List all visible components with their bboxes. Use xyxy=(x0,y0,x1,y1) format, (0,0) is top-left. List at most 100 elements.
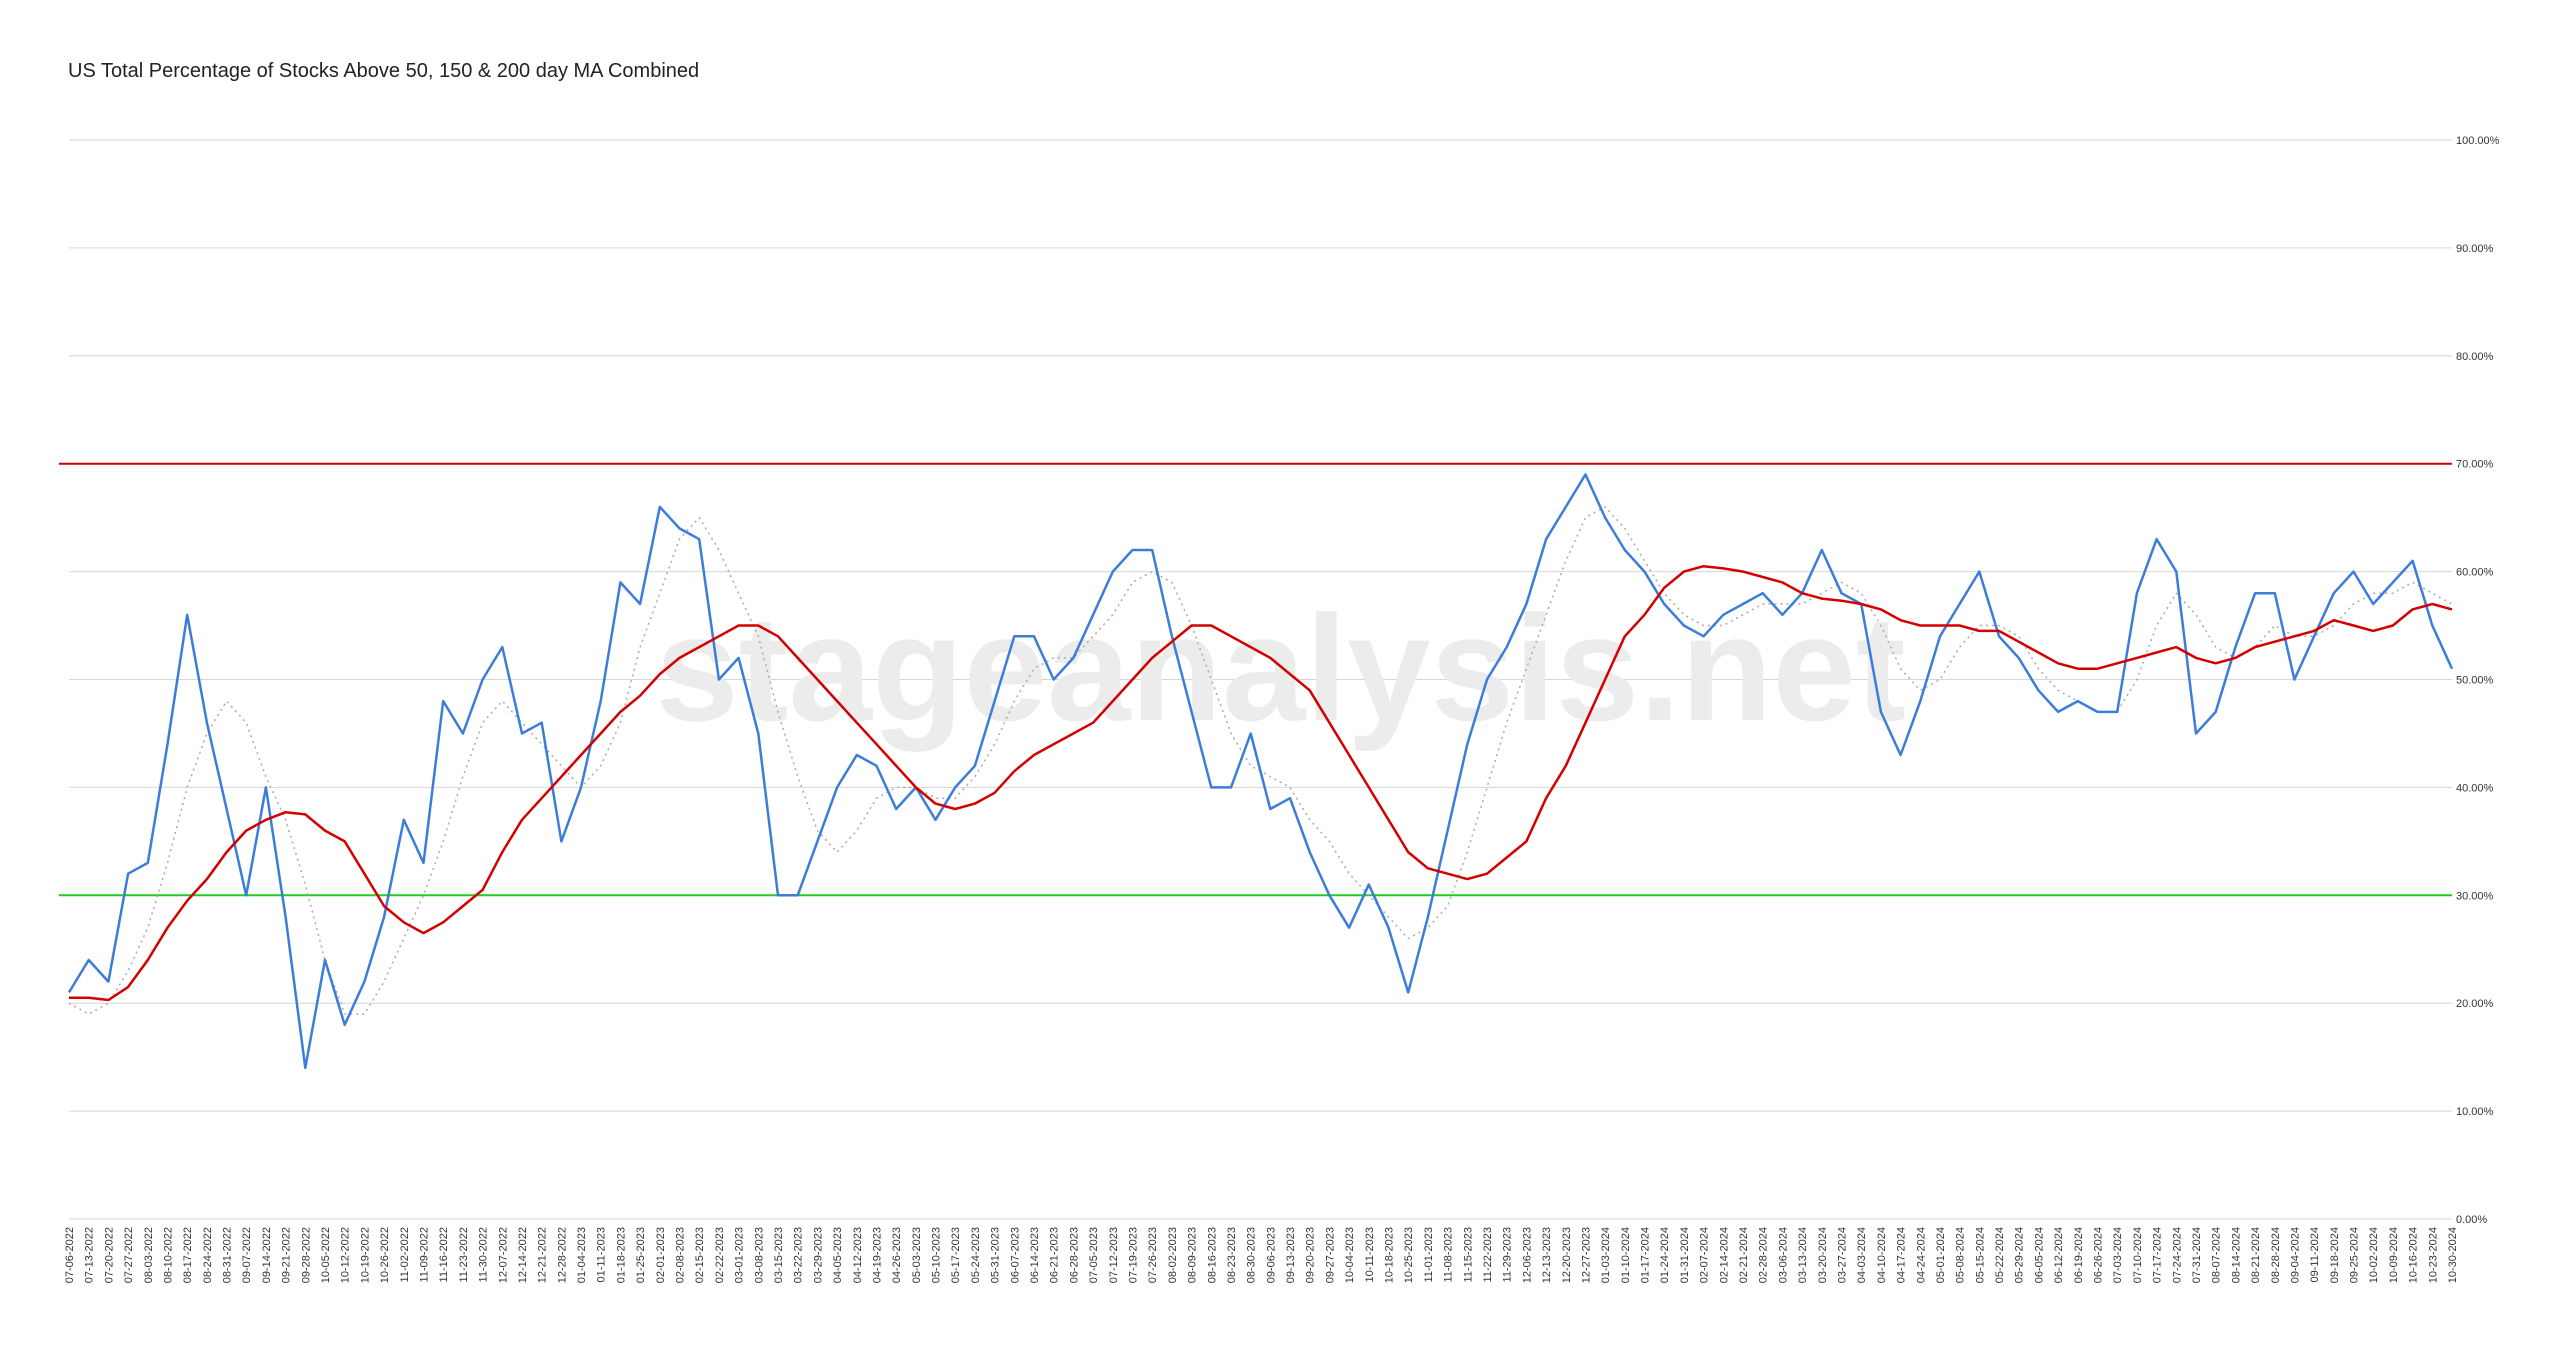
x-tick-label: 10-09-2024 xyxy=(2388,1227,2400,1283)
x-tick-label: 10-25-2023 xyxy=(1403,1227,1415,1283)
x-tick-label: 08-09-2023 xyxy=(1187,1227,1199,1283)
x-tick-label: 05-31-2023 xyxy=(990,1227,1002,1283)
series-line xyxy=(67,473,2454,1070)
x-tick-label: 02-22-2023 xyxy=(714,1227,726,1283)
x-tick-label: 05-24-2023 xyxy=(970,1227,982,1283)
x-tick-label: 12-27-2023 xyxy=(1580,1227,1592,1283)
x-tick-label: 09-06-2023 xyxy=(1265,1227,1277,1283)
x-tick-label: 01-24-2024 xyxy=(1659,1227,1671,1283)
y-tick-label: 80.00% xyxy=(2456,351,2494,363)
y-tick-label: 50.00% xyxy=(2456,675,2494,687)
x-tick-label: 08-31-2022 xyxy=(222,1227,234,1283)
x-tick-label: 09-14-2022 xyxy=(261,1227,273,1283)
x-tick-label: 03-08-2023 xyxy=(753,1227,765,1283)
x-tick-label: 08-16-2023 xyxy=(1206,1227,1218,1283)
x-tick-label: 04-17-2024 xyxy=(1896,1227,1908,1283)
x-tick-label: 11-01-2023 xyxy=(1423,1227,1435,1282)
x-tick-label: 08-02-2023 xyxy=(1167,1227,1179,1283)
x-tick-label: 07-13-2022 xyxy=(84,1227,96,1283)
x-tick-label: 09-13-2023 xyxy=(1285,1227,1297,1283)
x-tick-label: 12-14-2022 xyxy=(517,1227,529,1283)
x-tick-label: 11-09-2022 xyxy=(418,1227,430,1282)
y-tick-label: 10.00% xyxy=(2456,1106,2494,1118)
x-tick-label: 04-26-2023 xyxy=(891,1227,903,1283)
x-tick-label: 12-20-2023 xyxy=(1561,1227,1573,1283)
x-tick-label: 08-21-2024 xyxy=(2250,1227,2262,1283)
x-tick-label: 03-20-2024 xyxy=(1817,1227,1829,1283)
x-tick-label: 09-07-2022 xyxy=(241,1227,253,1283)
x-tick-label: 04-03-2024 xyxy=(1856,1227,1868,1283)
x-tick-label: 11-08-2023 xyxy=(1443,1227,1455,1282)
y-tick-label: 20.00% xyxy=(2456,998,2494,1010)
x-tick-label: 07-27-2022 xyxy=(123,1227,135,1283)
x-tick-label: 01-03-2024 xyxy=(1600,1227,1612,1283)
x-tick-label: 11-29-2023 xyxy=(1502,1227,1514,1282)
x-tick-label: 08-14-2024 xyxy=(2230,1227,2242,1283)
x-tick-label: 11-15-2023 xyxy=(1462,1227,1474,1282)
x-tick-label: 09-20-2023 xyxy=(1305,1227,1317,1283)
x-tick-label: 05-03-2023 xyxy=(911,1227,923,1283)
x-tick-label: 05-08-2024 xyxy=(1955,1227,1967,1283)
x-tick-label: 05-22-2024 xyxy=(1994,1227,2006,1283)
x-tick-label: 09-28-2022 xyxy=(300,1227,312,1283)
x-tick-label: 08-07-2024 xyxy=(2211,1227,2223,1283)
x-tick-label: 06-14-2023 xyxy=(1029,1227,1041,1283)
x-tick-label: 11-23-2022 xyxy=(458,1227,470,1282)
x-tick-label: 10-18-2023 xyxy=(1384,1227,1396,1283)
x-tick-label: 11-02-2022 xyxy=(399,1227,411,1282)
x-tick-label: 07-12-2023 xyxy=(1108,1227,1120,1283)
x-tick-label: 04-10-2024 xyxy=(1876,1227,1888,1283)
x-tick-label: 10-26-2022 xyxy=(379,1227,391,1283)
x-tick-label: 02-28-2024 xyxy=(1758,1227,1770,1283)
x-tick-label: 05-10-2023 xyxy=(931,1227,943,1283)
x-tick-label: 02-01-2023 xyxy=(655,1227,667,1283)
x-tick-label: 09-04-2024 xyxy=(2289,1227,2301,1283)
y-tick-label: 70.00% xyxy=(2456,459,2494,471)
x-tick-label: 02-14-2024 xyxy=(1718,1227,1730,1283)
series-line xyxy=(68,506,2453,1015)
x-tick-label: 07-19-2023 xyxy=(1127,1227,1139,1283)
x-tick-label: 03-29-2023 xyxy=(812,1227,824,1283)
x-tick-label: 08-24-2022 xyxy=(202,1227,214,1283)
x-tick-label: 09-27-2023 xyxy=(1324,1227,1336,1283)
x-tick-label: 12-28-2022 xyxy=(556,1227,568,1283)
x-tick-label: 08-28-2024 xyxy=(2270,1227,2282,1283)
x-tick-label: 11-22-2023 xyxy=(1482,1227,1494,1282)
x-tick-label: 12-21-2022 xyxy=(537,1227,549,1283)
x-tick-label: 10-30-2024 xyxy=(2447,1227,2459,1283)
x-tick-label: 10-02-2024 xyxy=(2368,1227,2380,1283)
x-tick-label: 08-10-2022 xyxy=(162,1227,174,1283)
x-tick-label: 09-21-2022 xyxy=(281,1227,293,1283)
x-tick-label: 04-24-2024 xyxy=(1915,1227,1927,1283)
y-tick-label: 100.00% xyxy=(2456,135,2500,147)
x-tick-label: 09-25-2024 xyxy=(2349,1227,2361,1283)
x-tick-label: 08-03-2022 xyxy=(143,1227,155,1283)
x-tick-label: 10-19-2022 xyxy=(359,1227,371,1283)
x-tick-label: 06-19-2024 xyxy=(2073,1227,2085,1283)
x-tick-label: 07-31-2024 xyxy=(2191,1227,2203,1283)
x-tick-label: 08-30-2023 xyxy=(1246,1227,1258,1283)
x-tick-label: 02-07-2024 xyxy=(1699,1227,1711,1283)
x-tick-label: 09-11-2024 xyxy=(2309,1227,2321,1282)
x-tick-label: 12-06-2023 xyxy=(1521,1227,1533,1283)
y-tick-label: 60.00% xyxy=(2456,567,2494,579)
x-tick-label: 05-29-2024 xyxy=(2014,1227,2026,1283)
x-tick-label: 06-05-2024 xyxy=(2033,1227,2045,1283)
x-tick-label: 10-16-2024 xyxy=(2408,1227,2420,1283)
x-tick-label: 06-28-2023 xyxy=(1068,1227,1080,1283)
x-tick-label: 09-18-2024 xyxy=(2329,1227,2341,1283)
x-tick-label: 07-17-2024 xyxy=(2152,1227,2164,1283)
x-tick-label: 05-15-2024 xyxy=(1974,1227,1986,1283)
x-tick-label: 08-23-2023 xyxy=(1226,1227,1238,1283)
x-tick-label: 02-08-2023 xyxy=(675,1227,687,1283)
x-tick-label: 12-13-2023 xyxy=(1541,1227,1553,1283)
x-tick-label: 06-07-2023 xyxy=(1009,1227,1021,1283)
x-tick-label: 01-17-2024 xyxy=(1640,1227,1652,1283)
x-tick-label: 02-21-2024 xyxy=(1738,1227,1750,1283)
x-tick-label: 04-19-2023 xyxy=(871,1227,883,1283)
chart-title: US Total Percentage of Stocks Above 50, … xyxy=(68,60,699,82)
watermark: stageanalysis.net xyxy=(655,584,1906,752)
x-tick-label: 04-12-2023 xyxy=(852,1227,864,1283)
x-tick-label: 07-06-2022 xyxy=(64,1227,76,1283)
